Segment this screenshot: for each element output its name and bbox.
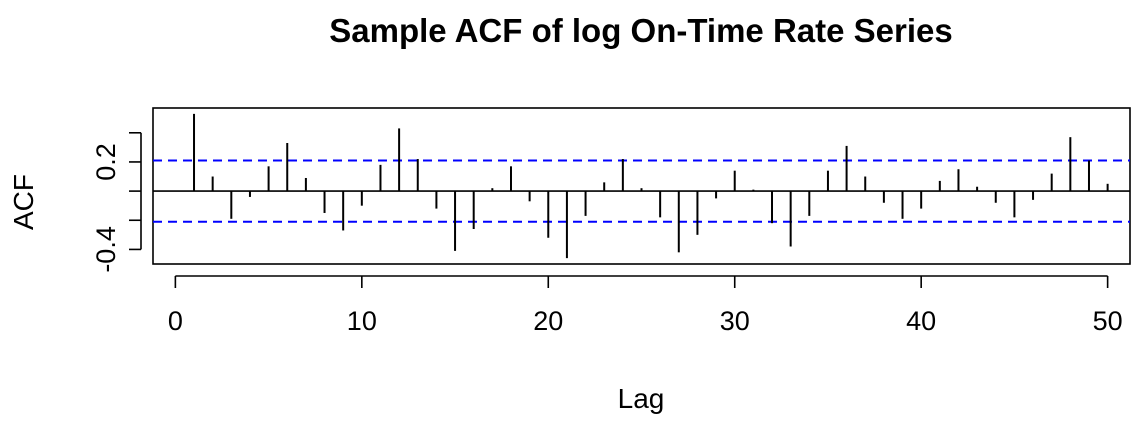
y-tick-label-0.2: 0.2 xyxy=(91,143,121,181)
x-tick-label-10: 10 xyxy=(347,306,377,336)
plot-area: 0 10 20 30 40 50 -0.4 0.2 xyxy=(91,107,1131,336)
x-axis-label: Lag xyxy=(617,383,665,414)
x-tick-label-0: 0 xyxy=(168,306,183,336)
x-tick-label-30: 30 xyxy=(720,306,750,336)
plot-frame xyxy=(152,107,1131,265)
x-tick-label-50: 50 xyxy=(1093,306,1123,336)
chart-title: Sample ACF of log On-Time Rate Series xyxy=(329,12,953,49)
x-tick-label-20: 20 xyxy=(533,306,563,336)
x-tick-label-40: 40 xyxy=(906,306,936,336)
y-tick-label--0.4: -0.4 xyxy=(91,226,121,273)
